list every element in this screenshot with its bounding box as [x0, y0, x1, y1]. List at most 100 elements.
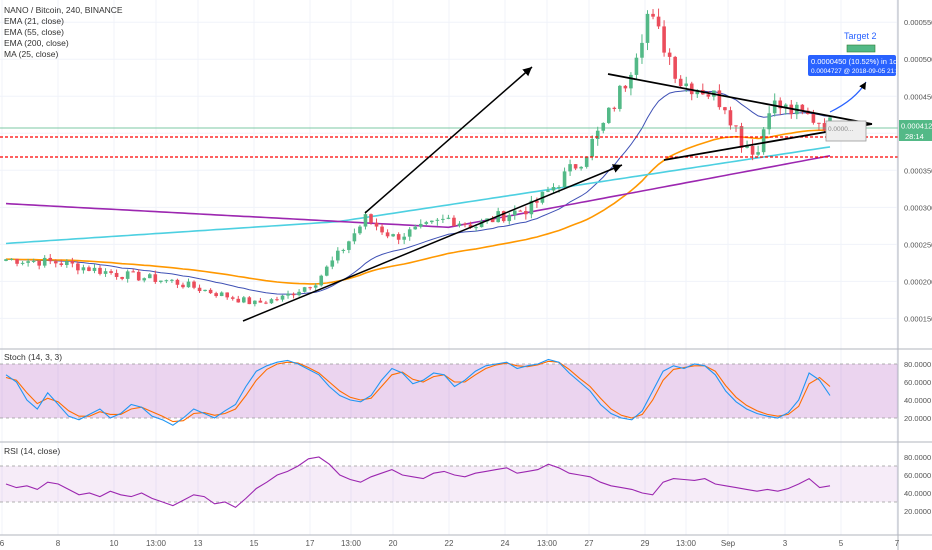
candle-body — [358, 226, 362, 234]
candle-body — [20, 262, 25, 264]
legend-ema21: EMA (21, close) — [4, 16, 64, 26]
legend-ma25: MA (25, close) — [4, 49, 59, 59]
candle-body — [258, 300, 263, 303]
candle-body — [92, 267, 97, 271]
ema200-line — [5, 146, 831, 245]
candle-body — [330, 260, 335, 267]
candle-body — [125, 271, 130, 279]
candle-body — [280, 295, 285, 300]
candle-body — [584, 156, 589, 167]
candle-body — [606, 107, 611, 123]
candle-body — [761, 129, 766, 153]
candle-body — [153, 274, 158, 282]
candle-body — [717, 90, 722, 108]
x-tick-label: 20 — [389, 539, 398, 548]
price-tick-label: 0.0002000 — [904, 277, 932, 286]
candle-body — [308, 287, 312, 289]
target-label: Target 2 — [844, 31, 877, 41]
projection-label-bg — [808, 55, 896, 76]
candle-body — [463, 223, 467, 225]
candle-body — [164, 280, 169, 282]
candle-body — [241, 297, 246, 303]
candle-body — [197, 287, 202, 292]
candle-body — [181, 284, 185, 288]
target-box — [846, 44, 876, 53]
candle-body — [114, 272, 119, 277]
candle-body — [175, 279, 180, 285]
candle-body — [756, 152, 760, 155]
candle-body — [159, 280, 163, 282]
candle-body — [214, 293, 218, 297]
measure-box — [825, 120, 867, 142]
candle-body — [684, 83, 689, 87]
candle-body — [136, 271, 141, 281]
candle-body — [745, 146, 749, 148]
candle-body — [734, 125, 738, 127]
candle-body — [76, 263, 80, 271]
rsi-band — [0, 466, 898, 502]
candle-body — [551, 187, 556, 191]
chart-legend: NANO / Bitcoin, 240, BINANCE EMA (21, cl… — [4, 5, 123, 60]
candle-body — [120, 276, 124, 279]
candle-body — [479, 221, 484, 228]
x-tick-label: 8 — [56, 539, 61, 548]
candle-body — [81, 267, 86, 271]
x-tick-label: 10 — [110, 539, 119, 548]
candle-body — [441, 218, 445, 220]
x-tick-label: 5 — [839, 539, 844, 548]
candle-body — [374, 222, 379, 227]
candle-body — [4, 259, 8, 261]
candle-body — [236, 298, 241, 303]
candle-body — [468, 224, 473, 228]
ma25-line — [5, 155, 831, 229]
x-tick-label: 13:00 — [676, 539, 697, 548]
stoch-line — [5, 358, 831, 426]
candle-body — [203, 289, 207, 292]
candle-body — [219, 292, 224, 297]
candle-body — [546, 190, 550, 192]
rsi-tick-label: 60.0000 — [904, 471, 931, 480]
candle-body — [579, 166, 583, 169]
price-tick-label: 0.0001500 — [904, 314, 932, 323]
candle-body — [269, 299, 274, 304]
candle-body — [590, 138, 595, 157]
stoch-tick-label: 80.0000 — [904, 360, 931, 369]
projection-label-line1: 0.0000450 (10.52%) in 1d — [811, 57, 897, 66]
x-tick-label: 27 — [585, 539, 594, 548]
countdown-value: 28:14 — [905, 132, 924, 141]
candle-body — [822, 123, 827, 131]
candle-body — [9, 258, 14, 260]
candle-body — [53, 261, 58, 264]
candle-body — [247, 297, 252, 305]
candle-body — [31, 260, 36, 262]
candle-body — [800, 104, 805, 111]
candle-body — [313, 285, 318, 288]
candle-body — [524, 211, 528, 215]
x-tick-label: 13:00 — [537, 539, 558, 548]
candle-body — [662, 26, 666, 53]
candle-body — [324, 266, 329, 276]
candle-body — [170, 279, 174, 281]
candle-body — [291, 293, 296, 296]
x-tick-label: 7 — [895, 539, 900, 548]
candle-body — [286, 293, 290, 296]
x-tick-label: 17 — [306, 539, 315, 548]
x-tick-label: 3 — [783, 539, 788, 548]
candle-body — [612, 107, 617, 109]
candle-body — [452, 217, 456, 226]
legend-ema200: EMA (200, close) — [4, 38, 69, 48]
candle-body — [347, 241, 351, 250]
x-tick-label: 15 — [250, 539, 259, 548]
candle-body — [65, 261, 69, 266]
candle-body — [529, 200, 534, 215]
candle-body — [767, 113, 771, 130]
candle-body — [518, 210, 523, 212]
rsi-line — [5, 456, 831, 509]
price-tick-label: 0.0004500 — [904, 92, 932, 101]
drawings: 0.0000450 (10.52%) in 1d 0.0004727 @ 2018… — [0, 31, 904, 322]
candle-body — [457, 223, 462, 226]
rsi-tick-label: 40.0000 — [904, 489, 931, 498]
stoch-tick-label: 40.0000 — [904, 396, 931, 405]
moving-averages — [5, 90, 831, 295]
